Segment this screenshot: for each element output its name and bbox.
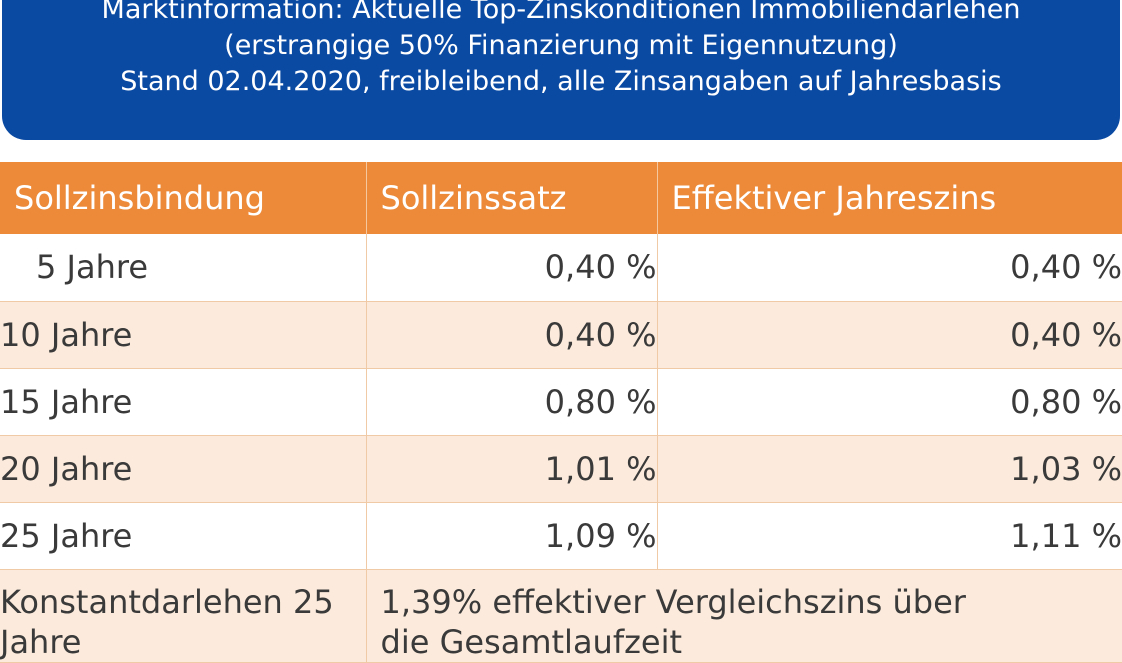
column-header-nominal-rate: Sollzinssatz bbox=[366, 162, 658, 234]
effective-rate-cell: 0,80 % bbox=[657, 368, 1122, 436]
term-cell: 25 Jahre bbox=[0, 502, 367, 570]
effective-rate-cell: 1,11 % bbox=[657, 502, 1122, 570]
nominal-rate-cell: 0,40 % bbox=[366, 301, 658, 369]
term-cell: 20 Jahre bbox=[0, 435, 367, 503]
term-cell: 5 Jahre bbox=[0, 234, 367, 302]
constant-loan-description: 1,39% effektiver Vergleichszins über die… bbox=[366, 569, 1122, 663]
effective-rate-cell: 1,03 % bbox=[657, 435, 1122, 503]
table-row: 15 Jahre 0,80 % 0,80 % bbox=[0, 368, 1122, 436]
banner-subtitle: (erstrangige 50% Finanzierung mit Eigenn… bbox=[224, 30, 898, 61]
banner-date-note: Stand 02.04.2020, freibleibend, alle Zin… bbox=[120, 66, 1002, 97]
nominal-rate-cell: 0,40 % bbox=[366, 234, 658, 302]
interest-rate-table: Sollzinsbindung Sollzinssatz Effektiver … bbox=[0, 162, 1122, 663]
nominal-rate-cell: 0,80 % bbox=[366, 368, 658, 436]
column-header-term: Sollzinsbindung bbox=[0, 162, 367, 234]
term-cell: 15 Jahre bbox=[0, 368, 367, 436]
table-row: 25 Jahre 1,09 % 1,11 % bbox=[0, 502, 1122, 570]
term-cell: 10 Jahre bbox=[0, 301, 367, 369]
nominal-rate-cell: 1,09 % bbox=[366, 502, 658, 570]
table-row-constant-loan: Konstantdarlehen 25 Jahre 1,39% effektiv… bbox=[0, 569, 1122, 663]
table-row: 20 Jahre 1,01 % 1,03 % bbox=[0, 435, 1122, 503]
column-header-effective-rate: Effektiver Jahreszins bbox=[657, 162, 1122, 234]
header-banner: Marktinformation: Aktuelle Top-Zinskondi… bbox=[2, 0, 1120, 140]
banner-title: Marktinformation: Aktuelle Top-Zinskondi… bbox=[101, 0, 1021, 25]
table-row: 10 Jahre 0,40 % 0,40 % bbox=[0, 301, 1122, 369]
effective-rate-cell: 0,40 % bbox=[657, 234, 1122, 302]
nominal-rate-cell: 1,01 % bbox=[366, 435, 658, 503]
table-header-row: Sollzinsbindung Sollzinssatz Effektiver … bbox=[0, 162, 1122, 234]
effective-rate-cell: 0,40 % bbox=[657, 301, 1122, 369]
table-row: 5 Jahre 0,40 % 0,40 % bbox=[0, 234, 1122, 302]
term-cell: Konstantdarlehen 25 Jahre bbox=[0, 569, 367, 663]
